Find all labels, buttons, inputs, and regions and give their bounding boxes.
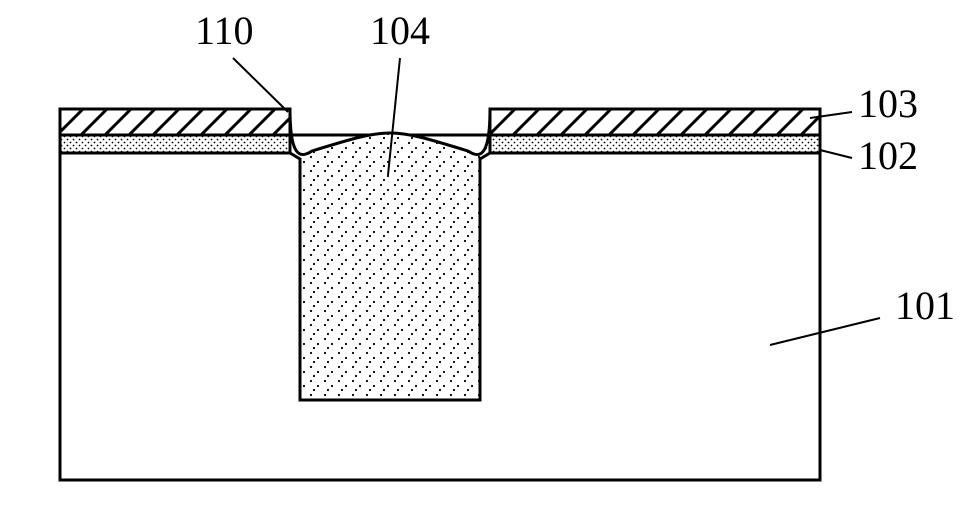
leader-102 (820, 150, 852, 158)
label-103: 103 (858, 81, 918, 126)
diagram-shapes (60, 109, 820, 480)
label-110: 110 (195, 8, 254, 53)
pad-layer-left (60, 135, 290, 153)
label-101: 101 (895, 283, 955, 328)
pad-layer-right (490, 135, 820, 153)
hardmask-right (490, 109, 820, 135)
label-104: 104 (370, 8, 430, 53)
leader-110 (233, 58, 288, 112)
hardmask-left (60, 109, 290, 135)
label-102: 102 (858, 133, 918, 178)
